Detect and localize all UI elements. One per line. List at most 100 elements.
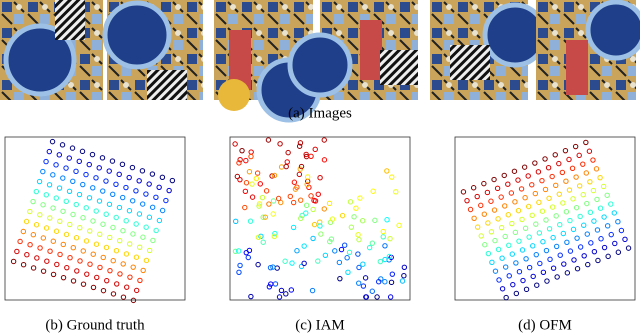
point [516,269,523,275]
point [272,230,278,237]
point [525,203,532,210]
point [560,230,567,237]
point [389,271,396,277]
point [561,261,567,267]
point [533,251,539,258]
point [498,194,504,200]
point [137,277,143,284]
point [246,169,253,175]
point [94,274,100,281]
point [149,204,156,210]
point [40,202,46,208]
point [70,245,76,251]
point [588,240,594,246]
point [604,223,611,229]
point [570,226,577,233]
point [20,228,27,235]
point [474,224,481,230]
point [70,178,76,185]
point [372,217,378,224]
point [243,249,249,256]
point [337,275,343,282]
point [322,252,329,258]
point [130,264,136,270]
point [80,248,86,254]
point [54,261,60,268]
point [63,165,69,171]
point [552,152,558,158]
point [583,139,589,146]
point [237,176,243,183]
point [539,177,545,184]
point [401,264,408,270]
point [488,229,495,235]
point [545,165,552,171]
point [512,229,519,236]
point [384,168,390,174]
point [499,286,506,292]
point [245,254,251,261]
point [271,172,278,179]
point [584,200,590,207]
point [232,141,238,147]
point [332,248,338,254]
point [590,187,597,194]
point [339,212,346,219]
point [67,254,73,261]
point [484,189,491,196]
point [159,174,166,181]
point [574,266,581,272]
point [399,278,406,284]
point [611,210,618,216]
point [509,251,516,257]
point [356,280,362,286]
point [511,168,518,174]
point [597,174,603,181]
point [301,260,307,267]
point [298,263,305,270]
point [97,264,103,271]
point [14,248,20,255]
point [321,206,328,212]
point [283,291,289,297]
point [540,239,546,245]
point [585,261,591,268]
point [90,284,97,291]
point [562,147,569,154]
point [126,208,133,214]
point [574,235,580,241]
point [89,151,96,158]
point [351,214,357,220]
point [540,269,547,275]
point [288,287,295,293]
point [50,238,57,244]
point [90,185,96,191]
point [237,156,243,163]
point [285,149,291,156]
point [526,264,533,271]
point [133,221,139,227]
point [63,231,70,238]
point [608,201,614,207]
point [93,241,100,247]
point [530,243,536,249]
point [254,170,261,176]
point [508,190,515,196]
point [363,294,370,300]
point [69,145,76,151]
point [60,175,66,181]
point [23,218,30,225]
point [103,178,109,184]
point [393,189,399,195]
point [519,247,526,253]
point [317,223,323,229]
point [567,248,574,254]
point [290,199,297,206]
point [36,178,43,185]
point [489,259,495,266]
point [601,244,608,251]
point [46,182,53,188]
point [550,265,557,271]
point [386,253,393,260]
point [247,218,254,224]
